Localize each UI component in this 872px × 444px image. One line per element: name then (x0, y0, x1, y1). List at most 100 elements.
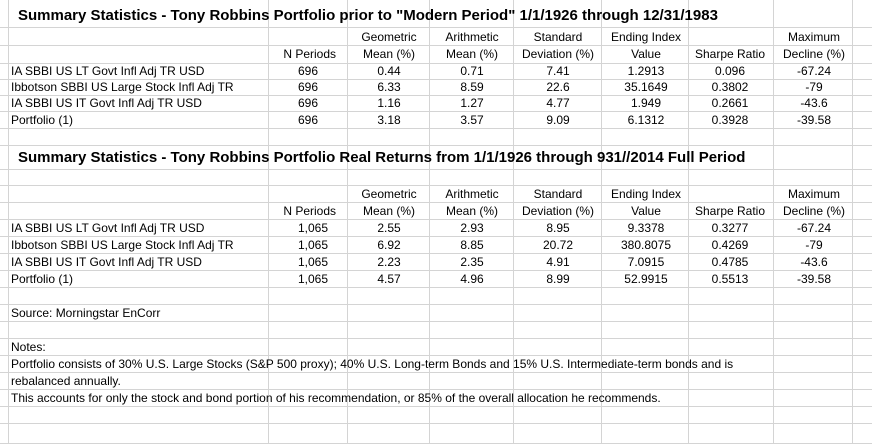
cell-value[interactable]: 696 (297, 80, 319, 94)
header-geometric[interactable]: Geometric (361, 30, 417, 44)
cell-value[interactable]: 9.09 (546, 113, 570, 127)
header-arithmetic-mean[interactable]: Mean (%) (445, 204, 498, 218)
header-deviation[interactable]: Deviation (%) (521, 204, 595, 218)
cell-value[interactable]: 0.3277 (711, 221, 749, 235)
cell-value[interactable]: 1,065 (298, 255, 329, 269)
cell-value[interactable]: 0.4785 (711, 255, 749, 269)
grid-row (0, 237, 872, 254)
cell-value[interactable]: 2.55 (377, 221, 401, 235)
cell-value[interactable]: 22.6 (546, 80, 570, 94)
cell-value[interactable]: -67.24 (796, 221, 832, 235)
cell-value[interactable]: 0.44 (377, 64, 401, 78)
row-label[interactable]: Portfolio (1) (11, 272, 74, 286)
row-label[interactable]: Ibbotson SBBI US Large Stock Infl Adj TR (11, 80, 234, 94)
header-n-periods[interactable]: N Periods (283, 47, 336, 61)
cell-value[interactable]: 4.57 (377, 272, 401, 286)
header-geometric[interactable]: Geometric (361, 187, 417, 201)
cell-value[interactable]: 3.18 (377, 113, 401, 127)
cell-value[interactable]: 1,065 (298, 238, 329, 252)
notes-heading[interactable]: Notes: (11, 340, 46, 354)
notes-line[interactable]: rebalanced annually. (11, 374, 121, 388)
header-decline[interactable]: Decline (%) (782, 204, 845, 218)
cell-value[interactable]: 1,065 (298, 272, 329, 286)
row-label[interactable]: Portfolio (1) (11, 113, 74, 127)
row-label[interactable]: IA SBBI US LT Govt Infl Adj TR USD (11, 64, 205, 78)
cell-value[interactable]: -43.6 (800, 255, 828, 269)
cell-value[interactable]: 4.91 (546, 255, 570, 269)
cell-value[interactable]: 35.1649 (624, 80, 668, 94)
cell-value[interactable]: 2.35 (460, 255, 484, 269)
source-note[interactable]: Source: Morningstar EnCorr (11, 306, 161, 320)
cell-value[interactable]: 7.41 (546, 64, 570, 78)
header-ending-index[interactable]: Ending Index (610, 187, 682, 201)
header-standard[interactable]: Standard (533, 30, 583, 44)
header-maximum[interactable]: Maximum (787, 30, 840, 44)
header-decline[interactable]: Decline (%) (782, 47, 845, 61)
cell-value[interactable]: 696 (297, 64, 319, 78)
table2-title[interactable]: Summary Statistics - Tony Robbins Portfo… (18, 149, 746, 166)
header-sharpe-ratio[interactable]: Sharpe Ratio (694, 204, 766, 218)
cell-value[interactable]: -39.58 (796, 272, 832, 286)
cell-value[interactable]: 4.96 (460, 272, 484, 286)
cell-value[interactable]: 0.3802 (711, 80, 749, 94)
cell-value[interactable]: 7.0915 (627, 255, 665, 269)
cell-value[interactable]: 380.8075 (620, 238, 672, 252)
cell-value[interactable]: 0.5513 (711, 272, 749, 286)
header-geometric-mean[interactable]: Mean (%) (362, 47, 415, 61)
cell-value[interactable]: -67.24 (796, 64, 832, 78)
grid-col (688, 0, 689, 444)
cell-value[interactable]: 20.72 (542, 238, 574, 252)
cell-value[interactable]: 0.2661 (711, 96, 749, 110)
cell-value[interactable]: 0.3928 (711, 113, 749, 127)
header-deviation[interactable]: Deviation (%) (521, 47, 595, 61)
table1-title[interactable]: Summary Statistics - Tony Robbins Portfo… (18, 7, 718, 24)
cell-value[interactable]: 1.949 (630, 96, 662, 110)
grid-row (0, 220, 872, 237)
cell-value[interactable]: 0.096 (714, 64, 746, 78)
cell-value[interactable]: 696 (297, 113, 319, 127)
notes-line[interactable]: Portfolio consists of 30% U.S. Large Sto… (11, 357, 734, 371)
cell-value[interactable]: 8.95 (546, 221, 570, 235)
cell-value[interactable]: -79 (805, 238, 823, 252)
header-ending-index[interactable]: Ending Index (610, 30, 682, 44)
header-n-periods[interactable]: N Periods (283, 204, 336, 218)
row-label[interactable]: IA SBBI US IT Govt Infl Adj TR USD (11, 255, 202, 269)
cell-value[interactable]: 1.27 (460, 96, 484, 110)
notes-line[interactable]: This accounts for only the stock and bon… (11, 391, 661, 405)
cell-value[interactable]: 8.59 (460, 80, 484, 94)
header-standard[interactable]: Standard (533, 187, 583, 201)
header-arithmetic-mean[interactable]: Mean (%) (445, 47, 498, 61)
cell-value[interactable]: 2.93 (460, 221, 484, 235)
cell-value[interactable]: -43.6 (800, 96, 828, 110)
header-sharpe-ratio[interactable]: Sharpe Ratio (694, 47, 766, 61)
cell-value[interactable]: 4.77 (546, 96, 570, 110)
cell-value[interactable]: 52.9915 (624, 272, 668, 286)
cell-value[interactable]: 0.4269 (711, 238, 749, 252)
cell-value[interactable]: 1.16 (377, 96, 401, 110)
grid-row (0, 186, 872, 203)
cell-value[interactable]: 6.1312 (627, 113, 665, 127)
row-label[interactable]: Ibbotson SBBI US Large Stock Infl Adj TR (11, 238, 234, 252)
cell-value[interactable]: 0.71 (460, 64, 484, 78)
cell-value[interactable]: 1.2913 (627, 64, 665, 78)
row-label[interactable]: IA SBBI US LT Govt Infl Adj TR USD (11, 221, 205, 235)
cell-value[interactable]: 696 (297, 96, 319, 110)
cell-value[interactable]: 3.57 (460, 113, 484, 127)
header-geometric-mean[interactable]: Mean (%) (362, 204, 415, 218)
cell-value[interactable]: -39.58 (796, 113, 832, 127)
cell-value[interactable]: 1,065 (298, 221, 329, 235)
header-arithmetic[interactable]: Arithmetic (445, 187, 499, 201)
header-arithmetic[interactable]: Arithmetic (445, 30, 499, 44)
header-maximum[interactable]: Maximum (787, 187, 840, 201)
cell-value[interactable]: 9.3378 (627, 221, 665, 235)
row-label[interactable]: IA SBBI US IT Govt Infl Adj TR USD (11, 96, 202, 110)
cell-value[interactable]: 6.92 (377, 238, 401, 252)
cell-value[interactable]: 6.33 (377, 80, 401, 94)
grid-row (0, 322, 872, 339)
cell-value[interactable]: 8.99 (546, 272, 570, 286)
cell-value[interactable]: 8.85 (460, 238, 484, 252)
cell-value[interactable]: -79 (805, 80, 823, 94)
header-value[interactable]: Value (631, 204, 661, 218)
header-value[interactable]: Value (631, 47, 661, 61)
cell-value[interactable]: 2.23 (377, 255, 401, 269)
